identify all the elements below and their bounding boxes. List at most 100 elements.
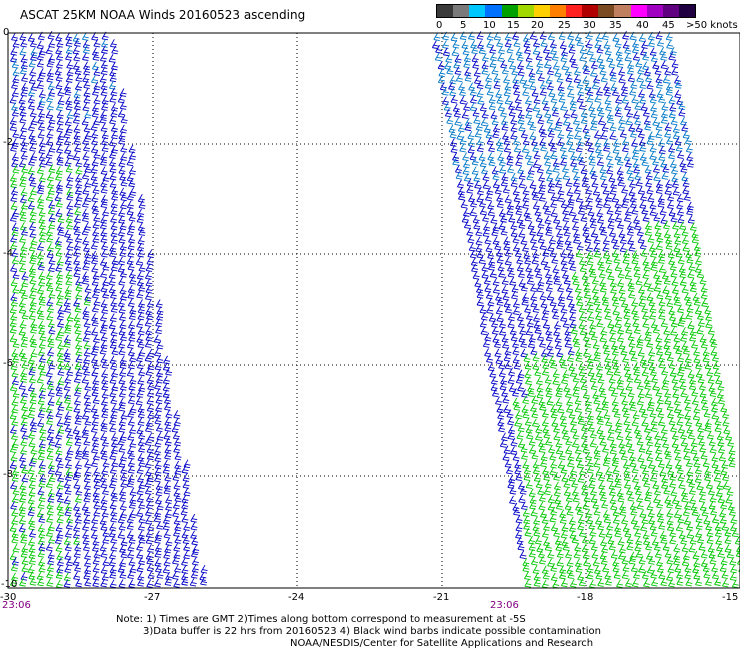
wind-barb [539,402,547,411]
wind-barb [469,87,477,97]
wind-barb [604,571,612,580]
wind-barb [620,87,628,97]
wind-barb [455,164,462,174]
wind-barb [647,234,655,243]
legend-swatch [453,5,470,17]
wind-barb [65,437,73,446]
wind-barb [635,276,643,286]
wind-barb [654,228,662,237]
wind-barb [572,221,580,231]
wind-barb [127,474,135,483]
wind-barb [127,248,135,258]
wind-barb [28,59,36,68]
legend-label: 30 [583,20,596,31]
wind-barb [651,374,659,384]
wind-barb [63,479,71,489]
wind-barb [84,292,92,302]
wind-barb [118,424,126,433]
wind-barb [515,523,523,532]
wind-barb [489,269,497,278]
wind-barb [74,233,82,243]
wind-barb [37,523,45,533]
wind-barb [136,353,144,363]
wind-barb [12,39,20,48]
wind-barb [556,549,564,559]
wind-barb [627,236,635,245]
wind-barb [29,108,37,118]
wind-barb [544,269,552,279]
wind-barb [138,500,146,510]
wind-barb [45,368,53,378]
wind-barb [616,59,624,68]
wind-barb [619,235,627,245]
wind-barb [697,534,705,544]
wind-barb [552,61,560,71]
wind-barb [492,129,500,139]
legend-label: 20 [531,20,544,31]
wind-barb [685,144,693,153]
wind-barb [72,152,80,161]
wind-barb [631,138,639,148]
wind-barb [555,179,563,188]
wind-barb [637,453,645,463]
wind-barb [119,493,127,502]
wind-barb [482,172,490,181]
wind-barb [689,535,697,545]
wind-barb [536,164,544,174]
wind-barb [699,502,707,512]
wind-barb [19,494,27,503]
wind-barb [681,493,689,503]
wind-barb [437,61,445,70]
wind-barb [28,268,36,278]
wind-barb [111,382,119,392]
wind-barb [567,194,575,204]
wind-barb [92,185,100,194]
wind-barb [627,73,635,83]
wind-barb [37,548,45,558]
wind-barb [712,353,719,362]
wind-barb [92,234,100,243]
wind-barb [37,500,45,509]
wind-barb [592,340,600,350]
wind-barb [525,311,533,321]
wind-barb [543,430,551,439]
wind-barb [137,577,145,587]
wind-barb [66,191,74,201]
wind-barb [604,87,612,97]
wind-barb [514,94,522,104]
wind-barb [612,563,620,573]
wind-barb [47,465,55,475]
wind-barb [100,123,108,132]
wind-barb [575,291,583,301]
wind-barb [93,95,101,105]
wind-barb [648,89,656,99]
wind-barb [554,495,562,505]
wind-barb [599,283,607,293]
wind-barb [722,481,730,490]
wind-barb [510,437,518,447]
wind-barb [136,508,144,518]
wind-barb [605,576,613,586]
wind-barb [55,59,63,69]
wind-barb [576,506,584,516]
wind-barb [28,403,36,412]
wind-barb [442,47,450,57]
wind-barb [488,101,496,111]
wind-barb [598,269,606,279]
wind-barb [625,116,633,126]
wind-barb [538,173,546,182]
wind-barb [90,424,98,433]
wind-barb [651,465,659,475]
wind-barb [517,423,525,433]
wind-barb [666,499,674,509]
wind-barb [99,312,107,322]
wind-barb [569,304,577,314]
wind-barb [484,332,492,342]
wind-barb [155,495,163,505]
wind-barb [513,86,521,96]
wind-barb [607,425,615,434]
wind-barb [521,297,529,306]
wind-barb [612,306,620,316]
wind-barb [84,459,92,469]
wind-barb [668,256,676,266]
